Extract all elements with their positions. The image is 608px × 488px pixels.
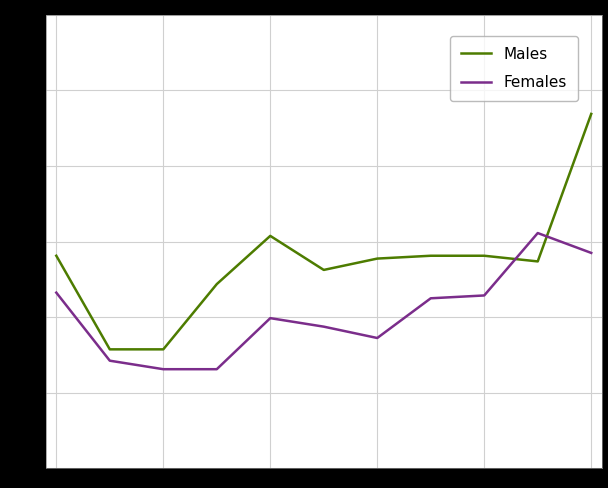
Legend: Males, Females: Males, Females <box>450 36 578 101</box>
Females <box>160 366 167 372</box>
Females <box>534 230 541 236</box>
Females <box>53 290 60 296</box>
Males <box>373 256 381 262</box>
Males <box>427 253 434 259</box>
Line: Males: Males <box>57 114 591 349</box>
Line: Females: Females <box>57 233 591 369</box>
Females <box>267 315 274 321</box>
Males <box>320 267 328 273</box>
Males <box>53 253 60 259</box>
Females <box>427 295 434 301</box>
Males <box>267 233 274 239</box>
Females <box>587 250 595 256</box>
Females <box>320 324 328 329</box>
Males <box>213 281 221 287</box>
Females <box>213 366 221 372</box>
Males <box>106 346 114 352</box>
Males <box>480 253 488 259</box>
Females <box>106 358 114 364</box>
Females <box>373 335 381 341</box>
Males <box>160 346 167 352</box>
Males <box>534 259 541 264</box>
Males <box>587 111 595 117</box>
Females <box>480 292 488 298</box>
